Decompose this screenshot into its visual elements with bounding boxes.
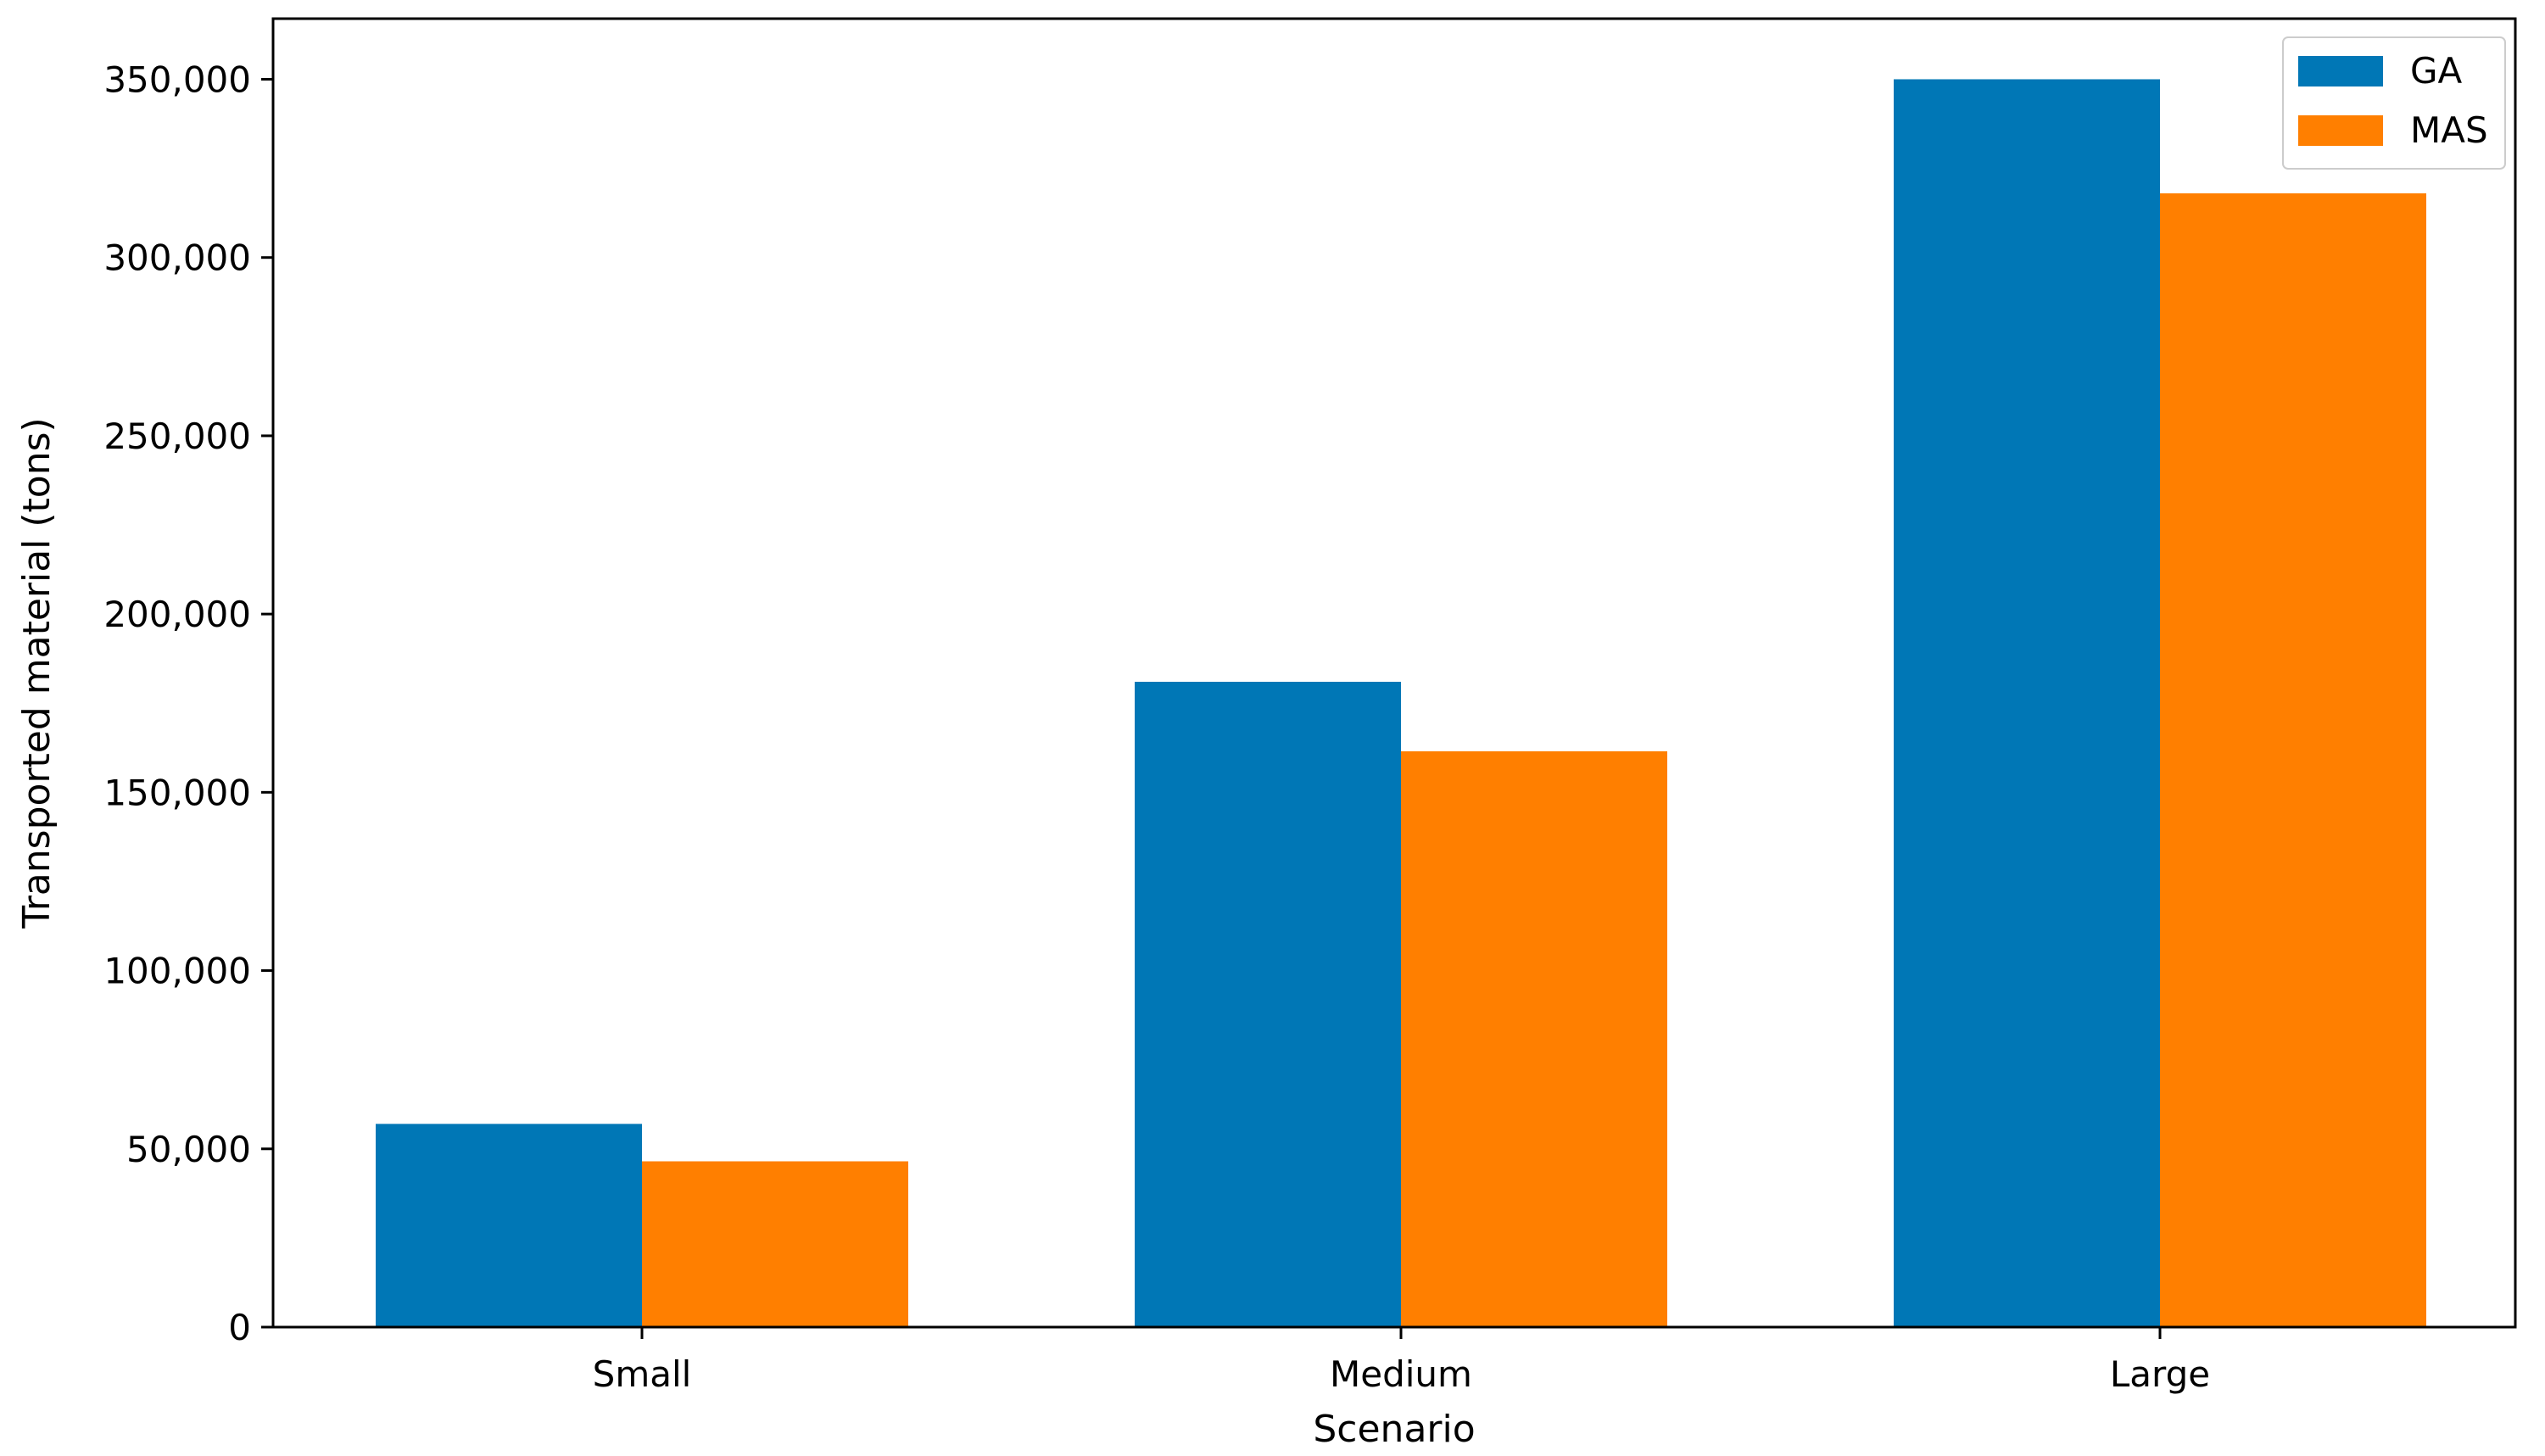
legend-label-mas: MAS [2410, 109, 2488, 151]
x-tick-label: Medium [1330, 1353, 1472, 1395]
x-tick-label: Small [593, 1353, 692, 1395]
legend-items: GA MAS [2298, 50, 2488, 151]
bar-mas-small [642, 1161, 908, 1327]
y-tick-label: 150,000 [103, 772, 251, 813]
y-tick-label: 0 [228, 1307, 251, 1348]
x-axis: Small Medium Large [593, 1327, 2210, 1395]
legend-swatch-ga [2298, 56, 2383, 86]
y-tick-label: 200,000 [103, 594, 251, 635]
bar-ga-small [376, 1124, 642, 1327]
y-tick-label: 100,000 [103, 951, 251, 992]
y-tick-label: 300,000 [103, 237, 251, 279]
y-tick-label: 50,000 [126, 1129, 251, 1170]
plot-frame [271, 17, 2517, 1329]
legend: GA MAS [2282, 36, 2506, 170]
legend-label-ga: GA [2410, 50, 2463, 92]
x-axis-label: Scenario [1313, 1408, 1475, 1451]
bar-mas-large [2160, 193, 2426, 1327]
legend-swatch-mas [2298, 115, 2383, 146]
bar-ga-medium [1135, 682, 1401, 1327]
y-axis: 0 50,000 100,000 150,000 200,000 250,000 300,0… [103, 59, 273, 1348]
y-tick-label: 250,000 [103, 416, 251, 457]
y-tick-label: 350,000 [103, 59, 251, 100]
x-tick-label: Large [2110, 1353, 2210, 1395]
y-axis-label: Transported material (tons) [15, 417, 59, 929]
bar-mas-medium [1401, 750, 1667, 1327]
bar-ga-large [1894, 79, 2160, 1327]
bars-layer [376, 79, 2426, 1327]
